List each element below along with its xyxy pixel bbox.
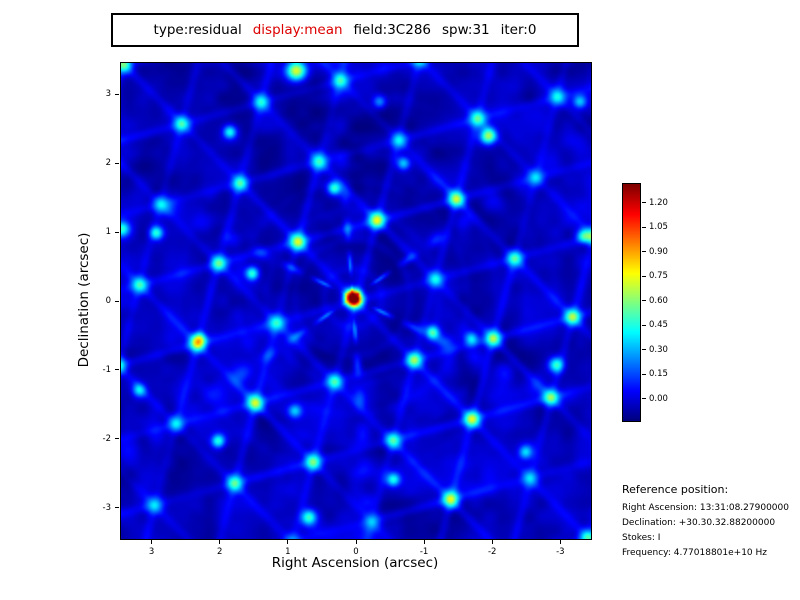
y-axis-label: Declination (arcsec) [76,232,92,368]
colorbar-tick-mark [642,398,646,400]
y-tick-mark [115,300,119,302]
x-tick-mark [219,540,221,544]
x-tick-mark [491,540,493,544]
y-tick-label: -2 [102,433,111,444]
colorbar-tick-mark [642,349,646,351]
info-segment: display:mean [252,22,343,38]
x-tick-mark [151,540,153,544]
y-tick-mark [115,231,119,233]
x-tick-label: 2 [217,547,223,557]
info-segment: iter:0 [500,22,537,38]
colorbar-tick-mark [642,373,646,375]
reference-line-ra: Right Ascension: 13:31:08.27900000 [622,503,789,513]
info-segment: field:3C286 [353,22,431,38]
y-tick-mark [115,507,119,509]
colorbar-tick-mark [642,226,646,228]
x-axis-label: Right Ascension (arcsec) [271,555,439,571]
y-tick-mark [115,93,119,95]
colorbar: 1.20 1.05 0.90 0.75 0.60 0.45 0.30 0.15 0.00 [622,183,692,422]
image-plot-area: 3 2 1 0 -1 -2 -3 -3 -2 -1 0 1 2 3 [103,62,592,557]
x-tick-mark [287,540,289,544]
colorbar-tick-label: 1.05 [649,222,668,233]
colorbar-tick-mark [642,300,646,302]
x-tick-mark [559,540,561,544]
x-tick-mark [355,540,357,544]
y-tick-mark [115,438,119,440]
colorbar-tick-label: 0.30 [649,344,668,355]
y-tick-label: 1 [105,227,111,237]
reference-line-stokes: Stokes: I [622,533,661,543]
colorbar-gradient [622,183,641,422]
reference-position-block: Reference position: Right Ascension: 13:… [622,483,798,561]
x-tick-label: -2 [487,547,497,557]
x-tick-label: -3 [556,547,565,557]
x-tick-label: 3 [148,547,155,557]
y-tick-label: -3 [102,502,111,513]
y-tick-label: 2 [105,158,111,169]
colorbar-tick-label: 0.90 [649,246,668,257]
colorbar-tick-label: 0.00 [649,393,668,404]
colorbar-tick-label: 0.75 [649,271,668,282]
colorbar-tick-label: 1.20 [649,197,668,208]
colorbar-tick-label: 0.15 [649,369,668,380]
colorbar-tick-mark [642,275,646,277]
y-tick-label: 0 [105,296,111,306]
reference-position-header: Reference position: [622,483,729,496]
y-tick-mark [115,369,119,371]
reference-line-frequency: Frequency: 4.77018801e+10 Hz [622,548,768,558]
y-tick-mark [115,162,119,164]
x-tick-label: 1 [285,547,291,557]
info-segment: type:residual [153,22,242,38]
residual-raster-canvas[interactable] [121,63,591,539]
y-tick-label: -1 [102,364,111,375]
colorbar-tick-mark [642,251,646,253]
colorbar-tick-mark [642,202,646,204]
y-tick-label: 3 [105,89,111,100]
x-tick-label: 0 [353,547,359,557]
image-info-bar: type:residual display:mean field:3C286 spw:… [111,13,579,47]
reference-line-dec: Declination: +30.30.32.88200000 [622,518,776,528]
x-tick-mark [423,540,425,544]
info-segment: spw:31 [442,22,490,38]
x-tick-label: -1 [419,547,429,557]
colorbar-tick-label: 0.60 [649,295,668,306]
colorbar-tick-label: 0.45 [649,320,668,331]
colorbar-tick-mark [642,324,646,326]
